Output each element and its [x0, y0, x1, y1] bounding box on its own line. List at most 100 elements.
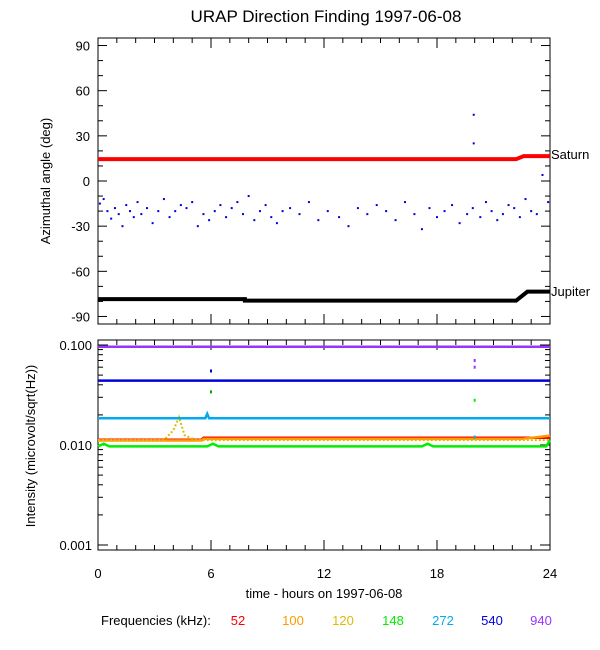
direction-point — [102, 198, 105, 201]
direction-point — [106, 210, 109, 213]
azimuth-x-ticks — [97, 38, 551, 324]
direction-point — [162, 198, 165, 201]
direction-point — [530, 210, 533, 213]
azimuth-panel-frame — [97, 37, 551, 325]
legend-entry-940khz: 940 — [530, 613, 552, 628]
direction-point — [121, 225, 124, 228]
direction-point — [326, 210, 329, 213]
x-tick-label: 6 — [207, 566, 214, 581]
intensity-x-ticks: 0 6 12 18 24 — [94, 340, 557, 581]
direction-point — [225, 216, 228, 219]
direction-point — [132, 216, 135, 219]
direction-point — [472, 113, 475, 116]
series-line-jupiter — [98, 289, 550, 303]
y-tick-label: 90 — [76, 39, 90, 54]
y-tick-label: 0.001 — [59, 538, 92, 553]
azimuth-y-ticks: 90 60 30 0 -30 -60 -90 — [71, 39, 550, 324]
direction-point — [174, 210, 177, 213]
direction-point — [242, 213, 245, 216]
direction-point — [479, 216, 482, 219]
direction-point — [140, 213, 143, 216]
direction-point — [202, 213, 205, 216]
direction-point — [428, 207, 431, 210]
y-tick-label: -90 — [71, 309, 90, 324]
direction-point — [338, 216, 341, 219]
direction-point — [151, 222, 154, 225]
azimuth-panel: 90 60 30 0 -30 -60 -90 Azimuthal angle (deg) S… — [38, 37, 591, 325]
legend-title: Frequencies (kHz): — [101, 613, 211, 628]
intensity-line-100khz — [98, 434, 551, 442]
x-tick-label: 0 — [94, 566, 101, 581]
x-tick-label: 18 — [430, 566, 444, 581]
y-tick-label: -30 — [71, 219, 90, 234]
legend-entry-120khz: 120 — [332, 613, 354, 628]
intensity-panel-frame — [97, 339, 551, 551]
y-tick-label: 0 — [83, 174, 90, 189]
y-tick-label: 0.010 — [59, 438, 92, 453]
direction-point — [317, 219, 320, 222]
direction-point — [168, 216, 171, 219]
legend-entry-100khz: 100 — [282, 613, 304, 628]
direction-point — [466, 213, 469, 216]
azimuth-series — [98, 154, 550, 303]
direction-point — [436, 216, 438, 219]
direction-point — [366, 213, 369, 216]
direction-point — [458, 222, 461, 225]
direction-point — [289, 207, 292, 210]
direction-point — [535, 213, 538, 216]
direction-point — [258, 210, 261, 213]
direction-point — [117, 213, 120, 216]
y-tick-label: 60 — [76, 84, 90, 99]
chart-title: URAP Direction Finding 1997-06-08 — [191, 7, 462, 26]
direction-point — [157, 210, 160, 213]
intensity-panel: 0.100 0.010 0.001 0 6 12 18 24 Intensity (micr… — [23, 338, 557, 601]
legend-entry-272khz: 272 — [432, 613, 454, 628]
direction-point — [413, 213, 416, 216]
direction-point — [264, 204, 267, 207]
direction-point — [490, 210, 493, 213]
direction-point — [547, 201, 550, 204]
direction-point — [113, 207, 116, 210]
intensity-spike — [473, 358, 476, 362]
legend-entry-148khz: 148 — [382, 613, 404, 628]
y-tick-label: 0.100 — [59, 338, 92, 353]
direction-point — [129, 210, 132, 213]
intensity-line-148khz — [97, 439, 552, 448]
direction-point — [185, 207, 188, 210]
direction-point — [98, 202, 101, 205]
direction-point — [179, 204, 182, 207]
direction-point — [236, 201, 239, 204]
x-tick-label: 12 — [317, 566, 331, 581]
direction-point — [307, 201, 310, 204]
direction-point — [230, 207, 233, 210]
direction-point — [513, 207, 516, 210]
direction-point — [213, 210, 216, 213]
x-tick-label: 24 — [543, 566, 557, 581]
direction-point — [347, 225, 350, 228]
direction-point — [451, 204, 454, 207]
legend-entry-540khz: 540 — [481, 613, 503, 628]
direction-point — [110, 217, 113, 220]
frequency-legend: Frequencies (kHz): 52 100 120 148 272 540 940 — [101, 613, 552, 628]
azimuth-y-label: Azimuthal angle (deg) — [38, 118, 53, 244]
intensity-spike — [473, 435, 476, 439]
intensity-spike — [473, 398, 476, 402]
direction-point — [501, 213, 504, 216]
series-line-saturn — [98, 154, 550, 162]
direction-point — [403, 201, 406, 204]
direction-point — [270, 216, 273, 219]
direction-point — [394, 219, 397, 222]
intensity-spike — [210, 369, 212, 373]
intensity-spikes — [210, 358, 476, 439]
direction-point — [518, 216, 521, 219]
direction-point — [145, 207, 148, 210]
direction-point — [385, 210, 388, 213]
legend-entry-52khz: 52 — [231, 613, 245, 628]
direction-point — [208, 219, 211, 222]
direction-point — [484, 201, 487, 204]
direction-point — [275, 222, 278, 225]
direction-point — [507, 204, 510, 207]
direction-point — [247, 195, 250, 198]
direction-point — [191, 201, 194, 204]
